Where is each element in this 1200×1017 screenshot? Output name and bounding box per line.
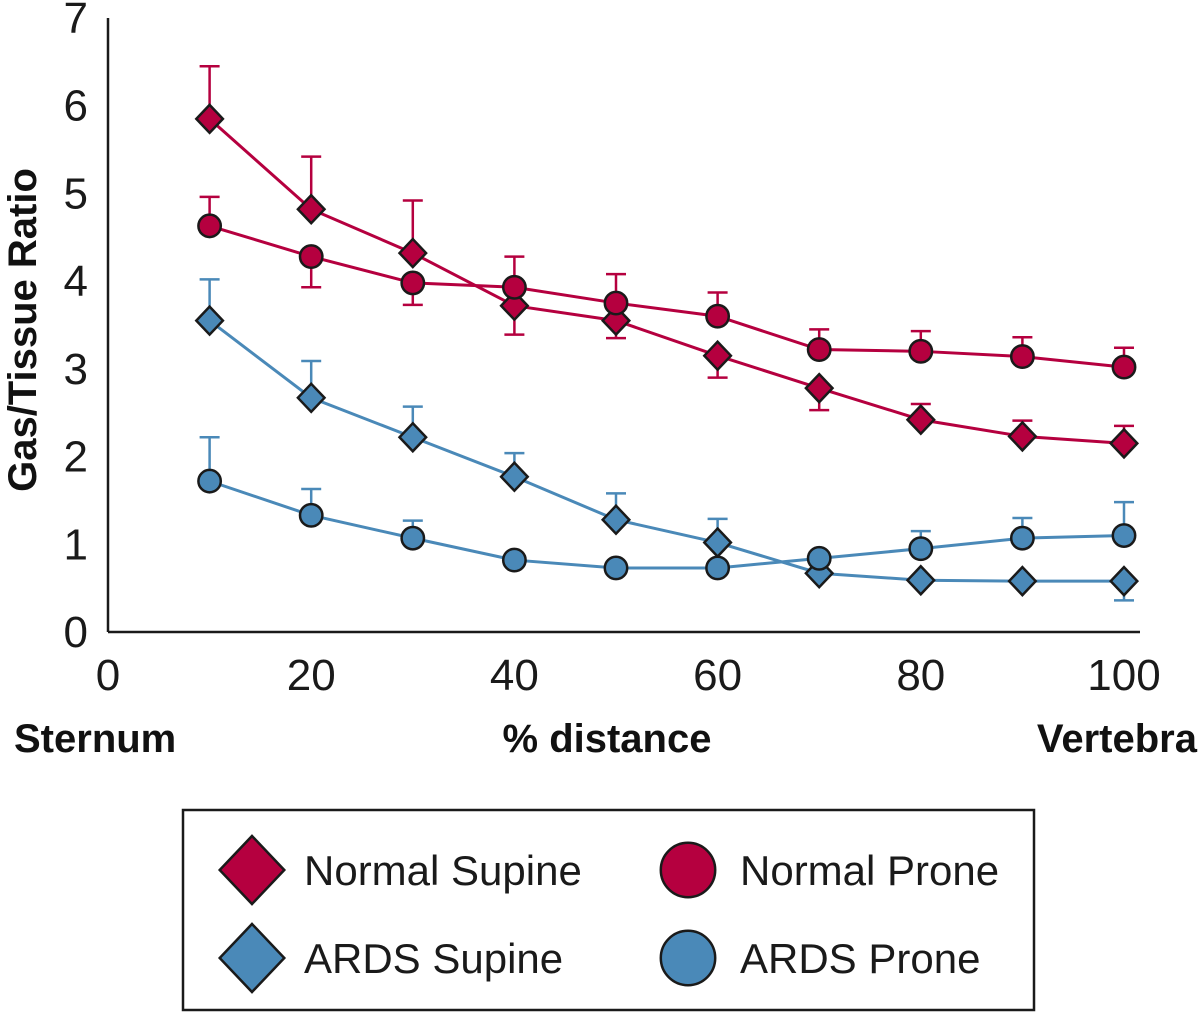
series-lines <box>208 117 1125 583</box>
legend-label-ards-supine: ARDS Supine <box>304 935 563 982</box>
x-tick-label: 60 <box>693 651 742 700</box>
normal-supine-point <box>702 339 733 372</box>
ards-supine-point <box>397 421 428 454</box>
normal-supine-point <box>296 193 327 226</box>
normal-supine-point <box>499 289 530 322</box>
axes <box>106 18 1140 634</box>
normal-supine-point <box>397 237 428 269</box>
normal-prone-point <box>298 244 324 270</box>
ards-prone-point <box>501 547 527 573</box>
ards-prone-point <box>1009 525 1035 551</box>
y-axis-label: Gas/Tissue Ratio <box>1 168 45 492</box>
x-left-label: Sternum <box>14 717 176 761</box>
y-tick-label: 6 <box>64 82 88 131</box>
normal-supine-point <box>1108 427 1140 460</box>
x-tick-label: 0 <box>96 651 120 700</box>
normal-prone-point <box>908 338 934 364</box>
ards-prone-point <box>705 555 731 581</box>
ards-prone-point <box>603 555 629 581</box>
normal-prone-point <box>1009 344 1035 370</box>
normal-prone-point <box>501 274 527 300</box>
ards-prone-point <box>908 536 934 562</box>
ards-supine-point <box>1108 565 1140 597</box>
normal-supine-point <box>194 103 225 135</box>
ards-prone-point <box>400 525 426 551</box>
legend-marker-ards-supine <box>217 922 287 994</box>
normal-prone-point <box>603 290 629 316</box>
normal-prone-point <box>400 270 426 296</box>
normal-prone-point <box>705 303 731 329</box>
legend-label-normal-prone: Normal Prone <box>740 847 999 894</box>
normal-prone-point <box>806 337 832 363</box>
normal-supine-point <box>905 403 936 436</box>
y-tick-labels: 0 1 2 3 4 5 6 7 <box>64 0 88 657</box>
x-tick-label: 40 <box>490 651 539 700</box>
y-tick-label: 0 <box>64 608 88 657</box>
normal-prone-point <box>1111 354 1137 380</box>
legend-marker-normal-prone <box>659 841 717 899</box>
y-tick-label: 7 <box>64 0 88 43</box>
ards-supine-point <box>499 460 530 493</box>
ards-supine-point <box>905 564 936 597</box>
x-axis-label: % distance <box>503 717 712 761</box>
legend-box <box>181 808 1036 1012</box>
legend-label-ards-prone: ARDS Prone <box>740 935 980 982</box>
y-tick-label: 3 <box>64 345 88 394</box>
y-tick-label: 2 <box>64 433 88 482</box>
plot-area <box>194 64 1140 602</box>
normal-prone-line <box>209 224 1125 369</box>
ards-prone-point <box>806 545 832 571</box>
legend-marker-ards-prone <box>659 929 717 987</box>
series-markers <box>194 103 1140 597</box>
normal-prone-point <box>197 213 223 239</box>
normal-supine-point <box>1007 420 1038 453</box>
y-tick-label: 4 <box>64 257 88 306</box>
y-tick-label: 5 <box>64 169 88 218</box>
ards-supine-point <box>194 304 225 337</box>
ards-supine-point <box>600 503 632 536</box>
x-tick-label: 80 <box>896 651 945 700</box>
ards-supine-point <box>1007 565 1038 597</box>
ards-prone-point <box>1111 523 1137 548</box>
ards-prone-point <box>197 468 223 494</box>
ards-prone-point <box>298 502 324 528</box>
y-tick-label: 1 <box>64 520 88 569</box>
legend: Normal Supine Normal Prone ARDS Supine ARDS… <box>181 808 1036 1012</box>
legend-label-normal-supine: Normal Supine <box>304 847 582 894</box>
normal-supine-line <box>208 117 1125 445</box>
x-tick-label: 100 <box>1087 651 1160 700</box>
ards-supine-point <box>296 381 327 414</box>
ards-supine-line <box>208 319 1124 583</box>
x-tick-labels: 0 20 40 60 80 100 <box>96 651 1161 700</box>
legend-marker-normal-supine <box>217 834 287 906</box>
x-tick-label: 20 <box>287 651 336 700</box>
ards-prone-line <box>209 479 1125 570</box>
x-right-label: Vertebra <box>1037 717 1198 761</box>
normal-supine-point <box>804 372 835 404</box>
normal-supine-point <box>600 304 632 337</box>
ards-supine-point <box>702 526 733 559</box>
